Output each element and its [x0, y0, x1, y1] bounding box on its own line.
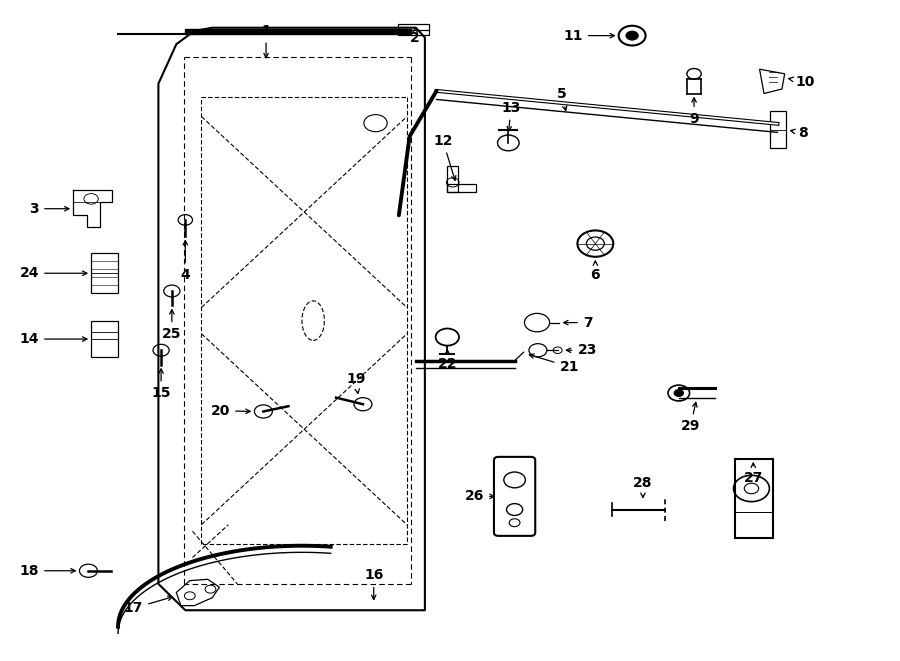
- Text: 7: 7: [563, 315, 592, 330]
- Circle shape: [674, 390, 683, 397]
- Text: 19: 19: [346, 372, 365, 393]
- Text: 16: 16: [364, 568, 383, 600]
- Text: 8: 8: [790, 126, 808, 140]
- Text: 12: 12: [433, 134, 456, 180]
- Bar: [770, 111, 787, 148]
- Text: 27: 27: [743, 463, 763, 485]
- Text: 4: 4: [180, 241, 190, 282]
- Text: 10: 10: [788, 75, 814, 89]
- Text: 18: 18: [20, 564, 76, 578]
- Text: 25: 25: [162, 309, 182, 341]
- Polygon shape: [760, 69, 785, 94]
- Text: 28: 28: [634, 476, 652, 498]
- Bar: [735, 459, 773, 538]
- Polygon shape: [176, 579, 220, 605]
- Text: 1: 1: [261, 24, 271, 58]
- Text: 23: 23: [566, 343, 597, 357]
- Bar: [91, 321, 118, 358]
- Bar: [398, 24, 429, 35]
- Bar: [91, 253, 118, 293]
- Text: 22: 22: [437, 350, 457, 371]
- Text: 24: 24: [20, 266, 87, 280]
- Text: 5: 5: [557, 87, 567, 110]
- Circle shape: [626, 31, 638, 40]
- Text: 15: 15: [151, 369, 171, 401]
- Text: 14: 14: [20, 332, 87, 346]
- Bar: [447, 166, 458, 192]
- Text: 20: 20: [211, 404, 250, 418]
- Text: 17: 17: [124, 596, 172, 615]
- Text: 9: 9: [689, 98, 699, 126]
- Bar: [447, 184, 476, 192]
- Text: 21: 21: [529, 354, 579, 373]
- Text: 6: 6: [590, 261, 600, 282]
- Text: 2: 2: [410, 28, 419, 44]
- Text: 29: 29: [680, 403, 700, 434]
- Text: 3: 3: [30, 202, 69, 215]
- Text: 26: 26: [464, 489, 494, 504]
- Text: 11: 11: [563, 28, 615, 42]
- Text: 13: 13: [501, 100, 521, 131]
